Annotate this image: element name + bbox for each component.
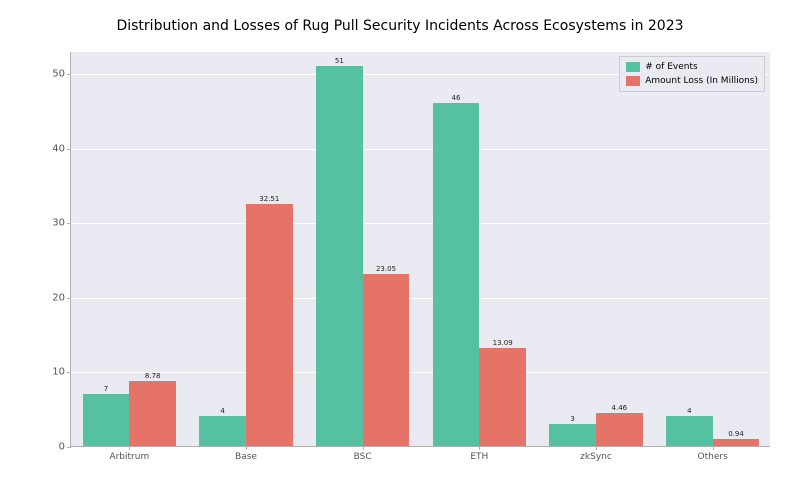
bar-value-label: 4 <box>220 407 224 417</box>
bar-value-label: 3 <box>570 415 574 425</box>
bar <box>666 416 713 446</box>
xtick-mark <box>129 446 130 450</box>
chart-container: Distribution and Losses of Rug Pull Secu… <box>0 0 800 500</box>
bar-value-label: 4.46 <box>612 404 628 414</box>
bar <box>199 416 246 446</box>
bar-value-label: 13.09 <box>493 339 513 349</box>
ytick-label: 20 <box>52 292 71 303</box>
xtick-mark <box>596 446 597 450</box>
chart-title: Distribution and Losses of Rug Pull Secu… <box>0 18 800 34</box>
bar <box>129 381 176 446</box>
legend-item: # of Events <box>626 60 758 74</box>
legend: # of EventsAmount Loss (In Millions) <box>619 56 765 92</box>
plot-area: 01020304050Arbitrum78.78Base432.51BSC512… <box>70 52 770 447</box>
bar-value-label: 32.51 <box>259 195 279 205</box>
bar <box>363 274 410 446</box>
bar <box>596 413 643 446</box>
gridline <box>71 223 770 224</box>
bar-value-label: 51 <box>335 57 344 67</box>
bar <box>713 439 760 446</box>
xtick-mark <box>479 446 480 450</box>
bar-value-label: 46 <box>452 94 461 104</box>
bar-value-label: 23.05 <box>376 265 396 275</box>
bar-value-label: 0.94 <box>728 430 744 440</box>
ytick-label: 50 <box>52 69 71 80</box>
bar-value-label: 8.78 <box>145 372 161 382</box>
gridline <box>71 447 770 448</box>
ytick-label: 0 <box>59 442 71 453</box>
ytick-label: 30 <box>52 218 71 229</box>
bar <box>316 66 363 446</box>
bar <box>549 424 596 446</box>
legend-item: Amount Loss (In Millions) <box>626 74 758 88</box>
bar <box>433 103 480 446</box>
bar-value-label: 4 <box>687 407 691 417</box>
legend-label: Amount Loss (In Millions) <box>645 74 758 88</box>
xtick-mark <box>363 446 364 450</box>
ytick-label: 10 <box>52 367 71 378</box>
bar <box>479 348 526 446</box>
gridline <box>71 149 770 150</box>
xtick-mark <box>713 446 714 450</box>
legend-swatch <box>626 62 640 72</box>
bar <box>246 204 293 446</box>
bar <box>83 394 130 446</box>
gridline <box>71 298 770 299</box>
ytick-label: 40 <box>52 143 71 154</box>
legend-swatch <box>626 76 640 86</box>
bar-value-label: 7 <box>104 385 108 395</box>
xtick-mark <box>246 446 247 450</box>
gridline <box>71 372 770 373</box>
legend-label: # of Events <box>645 60 697 74</box>
